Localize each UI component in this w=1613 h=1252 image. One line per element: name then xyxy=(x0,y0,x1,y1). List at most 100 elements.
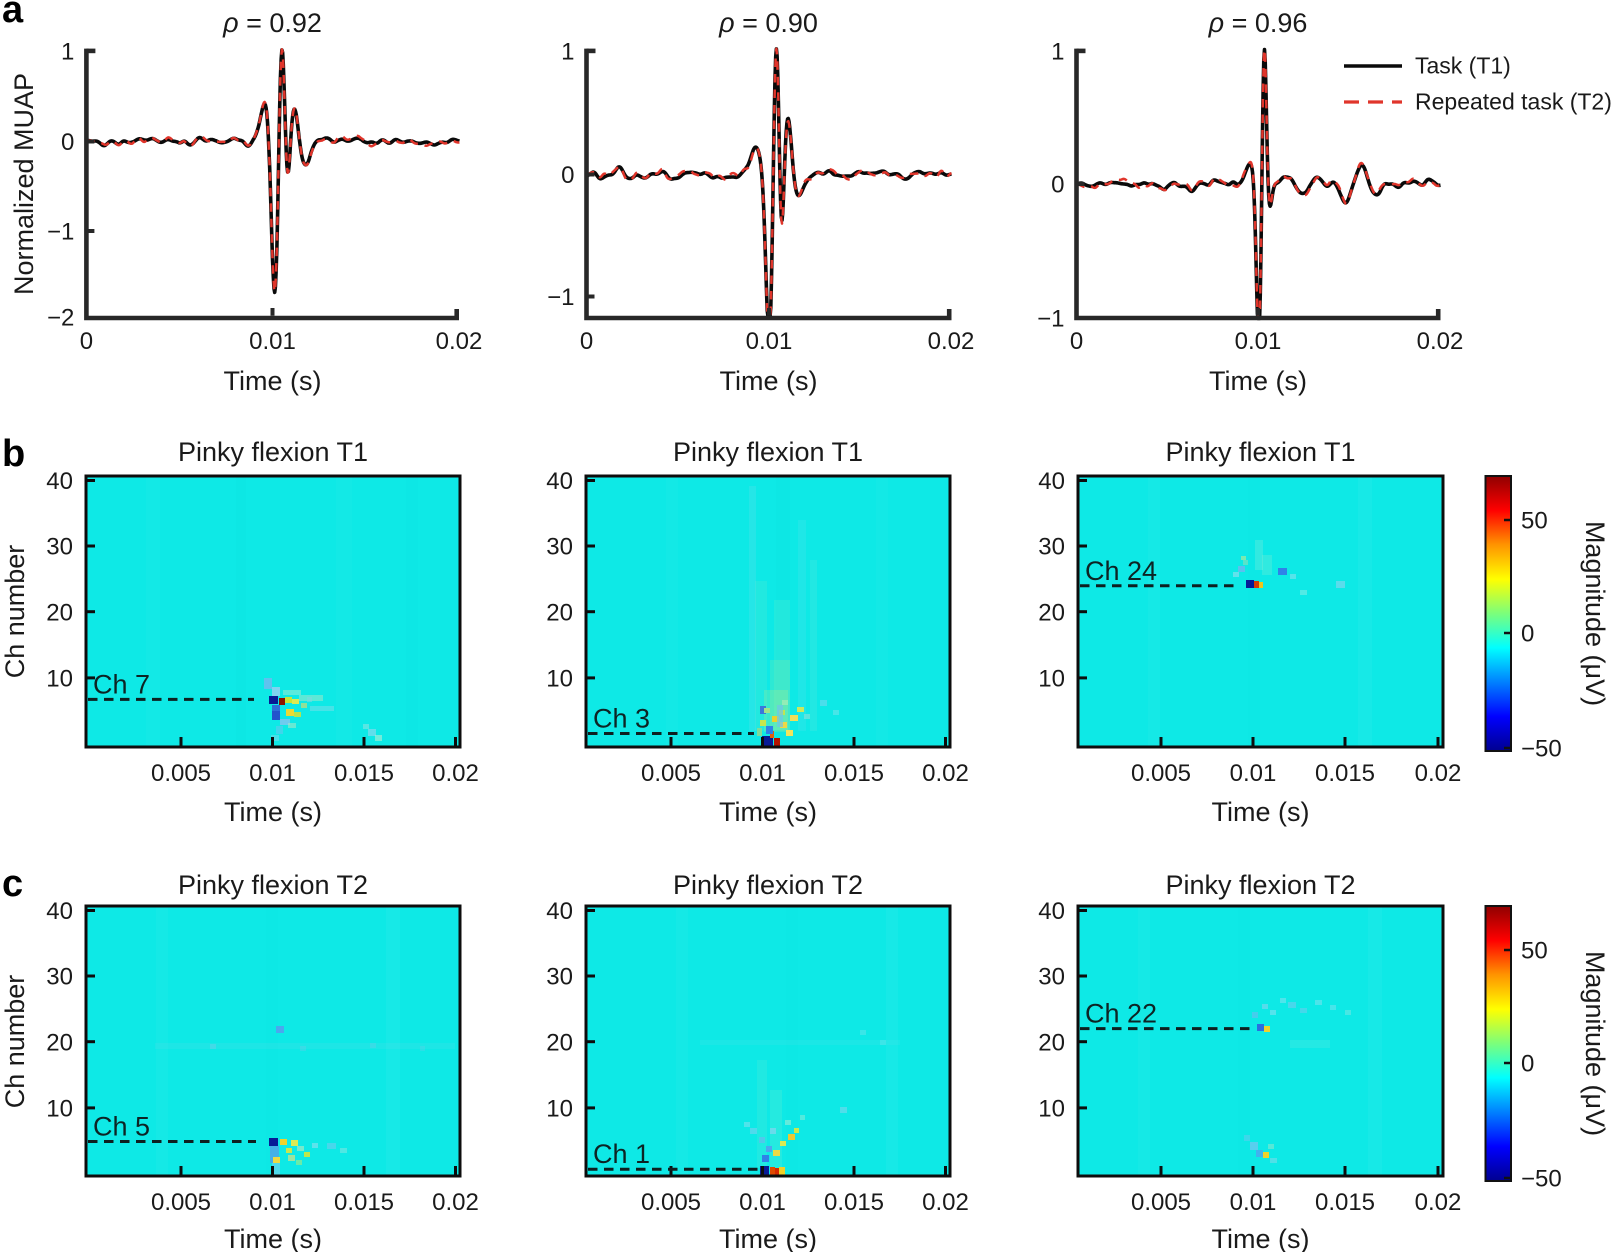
svg-text:0.015: 0.015 xyxy=(334,760,394,787)
svg-text:40: 40 xyxy=(1038,468,1065,495)
svg-text:0: 0 xyxy=(61,129,74,156)
svg-text:0.01: 0.01 xyxy=(1230,1189,1277,1216)
svg-text:0.01: 0.01 xyxy=(1230,760,1277,787)
svg-text:0.01: 0.01 xyxy=(1235,328,1282,355)
svg-text:0.02: 0.02 xyxy=(436,328,483,355)
svg-text:50: 50 xyxy=(1521,938,1548,965)
svg-text:Time (s): Time (s) xyxy=(1209,366,1307,396)
svg-text:0.01: 0.01 xyxy=(739,1189,786,1216)
svg-text:0.015: 0.015 xyxy=(1315,760,1375,787)
svg-text:50: 50 xyxy=(1521,508,1548,535)
svg-text:30: 30 xyxy=(1038,964,1065,991)
svg-text:0.02: 0.02 xyxy=(928,328,975,355)
svg-text:0: 0 xyxy=(580,328,593,355)
svg-text:Repeated task (T2): Repeated task (T2) xyxy=(1415,89,1612,115)
svg-text:Pinky flexion T2: Pinky flexion T2 xyxy=(178,870,368,900)
svg-text:0.015: 0.015 xyxy=(824,1189,884,1216)
svg-text:20: 20 xyxy=(1038,1029,1065,1056)
svg-text:Ch 22: Ch 22 xyxy=(1085,999,1157,1029)
svg-text:−50: −50 xyxy=(1521,1166,1562,1193)
svg-text:10: 10 xyxy=(546,1096,573,1123)
svg-text:10: 10 xyxy=(546,666,573,693)
svg-text:20: 20 xyxy=(46,1029,73,1056)
svg-text:0.01: 0.01 xyxy=(249,328,296,355)
svg-text:Time (s): Time (s) xyxy=(720,366,818,396)
svg-text:Ch 3: Ch 3 xyxy=(593,704,650,734)
svg-text:10: 10 xyxy=(1038,666,1065,693)
svg-text:Ch number: Ch number xyxy=(0,975,30,1109)
svg-text:ρ = 0.96: ρ = 0.96 xyxy=(1208,8,1308,38)
svg-text:0.02: 0.02 xyxy=(1417,328,1464,355)
svg-text:20: 20 xyxy=(1038,599,1065,626)
svg-text:Normalized MUAP: Normalized MUAP xyxy=(9,73,39,295)
svg-text:0.02: 0.02 xyxy=(1415,760,1462,787)
svg-text:Magnitude (μV): Magnitude (μV) xyxy=(1580,521,1610,706)
svg-text:1: 1 xyxy=(561,39,574,66)
svg-text:0.015: 0.015 xyxy=(1315,1189,1375,1216)
svg-text:30: 30 xyxy=(546,534,573,561)
svg-text:40: 40 xyxy=(546,468,573,495)
svg-text:Pinky flexion T1: Pinky flexion T1 xyxy=(178,437,368,467)
svg-text:−50: −50 xyxy=(1521,736,1562,763)
svg-text:0.005: 0.005 xyxy=(641,760,701,787)
svg-text:Pinky flexion T1: Pinky flexion T1 xyxy=(1165,437,1355,467)
svg-text:−1: −1 xyxy=(547,284,574,311)
svg-text:Pinky flexion T1: Pinky flexion T1 xyxy=(673,437,863,467)
svg-text:0.02: 0.02 xyxy=(922,1189,969,1216)
svg-text:0: 0 xyxy=(1521,1051,1534,1078)
svg-text:Ch 7: Ch 7 xyxy=(93,669,150,699)
svg-text:Time (s): Time (s) xyxy=(224,1224,322,1252)
svg-text:0: 0 xyxy=(1051,172,1064,199)
svg-text:10: 10 xyxy=(46,666,73,693)
svg-text:30: 30 xyxy=(46,964,73,991)
svg-text:40: 40 xyxy=(1038,898,1065,925)
svg-text:Time (s): Time (s) xyxy=(719,1224,817,1252)
svg-text:20: 20 xyxy=(546,599,573,626)
svg-text:0.005: 0.005 xyxy=(641,1189,701,1216)
svg-text:40: 40 xyxy=(46,898,73,925)
svg-text:Ch number: Ch number xyxy=(0,545,30,679)
svg-text:10: 10 xyxy=(1038,1096,1065,1123)
svg-text:0.02: 0.02 xyxy=(432,760,479,787)
svg-text:Time (s): Time (s) xyxy=(1212,1224,1310,1252)
svg-text:0.005: 0.005 xyxy=(151,760,211,787)
svg-text:a: a xyxy=(2,0,24,31)
svg-text:ρ = 0.90: ρ = 0.90 xyxy=(718,8,818,38)
svg-text:−1: −1 xyxy=(1037,306,1064,333)
svg-text:0: 0 xyxy=(1521,621,1534,648)
svg-text:0: 0 xyxy=(561,162,574,189)
svg-text:0.02: 0.02 xyxy=(922,760,969,787)
svg-text:Pinky flexion T2: Pinky flexion T2 xyxy=(1165,870,1355,900)
svg-text:Task (T1): Task (T1) xyxy=(1415,53,1511,79)
svg-text:ρ = 0.92: ρ = 0.92 xyxy=(222,8,322,38)
svg-text:30: 30 xyxy=(46,534,73,561)
svg-text:0.015: 0.015 xyxy=(824,760,884,787)
svg-text:40: 40 xyxy=(46,468,73,495)
svg-text:Time (s): Time (s) xyxy=(719,797,817,827)
svg-text:0.01: 0.01 xyxy=(739,760,786,787)
svg-text:Ch 5: Ch 5 xyxy=(93,1112,150,1142)
svg-text:−1: −1 xyxy=(47,219,74,246)
svg-text:0.005: 0.005 xyxy=(1131,760,1191,787)
svg-text:0: 0 xyxy=(80,328,93,355)
svg-text:0.005: 0.005 xyxy=(1131,1189,1191,1216)
svg-text:0.015: 0.015 xyxy=(334,1189,394,1216)
svg-text:Time (s): Time (s) xyxy=(224,797,322,827)
svg-text:0.01: 0.01 xyxy=(746,328,793,355)
svg-text:1: 1 xyxy=(1051,39,1064,66)
svg-text:0.02: 0.02 xyxy=(432,1189,479,1216)
svg-text:0.01: 0.01 xyxy=(249,1189,296,1216)
svg-text:40: 40 xyxy=(546,898,573,925)
svg-text:0.02: 0.02 xyxy=(1415,1189,1462,1216)
svg-text:Time (s): Time (s) xyxy=(1212,797,1310,827)
svg-text:Magnitude (μV): Magnitude (μV) xyxy=(1580,951,1610,1136)
svg-text:0.005: 0.005 xyxy=(151,1189,211,1216)
svg-text:0.01: 0.01 xyxy=(249,760,296,787)
svg-text:20: 20 xyxy=(546,1029,573,1056)
svg-text:Ch 1: Ch 1 xyxy=(593,1139,650,1169)
svg-text:b: b xyxy=(2,433,25,475)
svg-text:1: 1 xyxy=(61,39,74,66)
svg-text:−2: −2 xyxy=(47,305,74,332)
svg-text:Time (s): Time (s) xyxy=(224,366,322,396)
svg-text:0: 0 xyxy=(1070,328,1083,355)
